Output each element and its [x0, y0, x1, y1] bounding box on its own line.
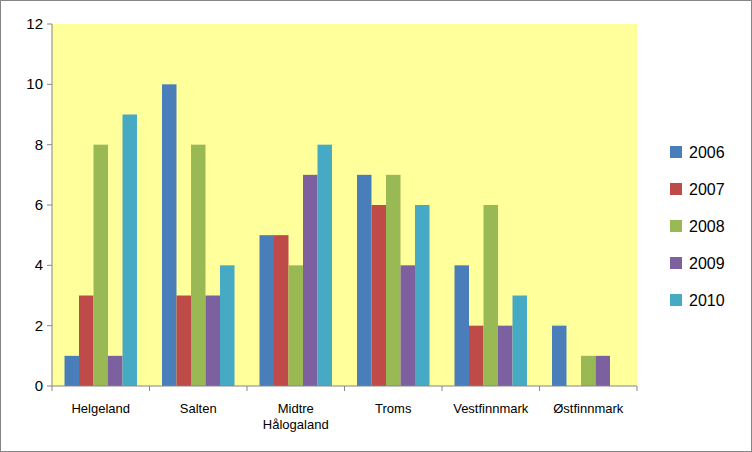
y-tick — [47, 265, 52, 266]
legend-swatch — [670, 257, 682, 269]
legend-label: 2007 — [689, 181, 725, 198]
label-line: Midtre — [278, 401, 314, 416]
bar — [123, 115, 138, 387]
bar — [220, 265, 235, 386]
bar — [372, 205, 387, 386]
x-tick-label: Troms — [375, 401, 412, 416]
bar — [94, 145, 109, 386]
bars — [65, 84, 611, 386]
legend-swatch — [670, 183, 682, 195]
bar — [191, 145, 206, 386]
bar — [79, 296, 94, 387]
x-tick — [344, 386, 345, 391]
x-tick — [149, 386, 150, 391]
legend-swatch — [670, 220, 682, 232]
y-tick-label: 4 — [35, 256, 43, 273]
bar — [386, 175, 401, 386]
x-tick — [247, 386, 248, 391]
legend-swatch — [670, 146, 682, 158]
bar — [484, 205, 499, 386]
x-tick-label: Salten — [180, 401, 217, 416]
bar — [401, 265, 416, 386]
y-tick — [47, 325, 52, 326]
bar — [162, 84, 177, 386]
bar — [108, 356, 123, 386]
chart-frame — [1, 1, 752, 452]
x-tick-label: MidtreHålogaland — [263, 401, 329, 432]
bar — [260, 235, 275, 386]
y-tick-label: 2 — [35, 317, 43, 334]
x-tick-label: Vestfinnmark — [453, 401, 529, 416]
bar — [357, 175, 372, 386]
bar — [513, 296, 528, 387]
bar — [206, 296, 221, 387]
legend-label: 2010 — [689, 292, 725, 309]
y-tick-label: 10 — [26, 75, 43, 92]
y-tick — [47, 84, 52, 85]
y-tick-label: 8 — [35, 136, 43, 153]
y-axis — [52, 24, 53, 386]
y-tick — [47, 205, 52, 206]
x-tick-label: Helgeland — [71, 401, 130, 416]
bar — [318, 145, 333, 386]
bar — [552, 326, 567, 386]
bar — [596, 356, 611, 386]
x-tick — [539, 386, 540, 391]
legend-label: 2008 — [689, 218, 725, 235]
y-tick-label: 12 — [26, 15, 43, 32]
y-tick — [47, 24, 52, 25]
bar — [498, 326, 513, 386]
y-tick — [47, 386, 52, 387]
bar — [289, 265, 304, 386]
plot-area — [52, 24, 637, 386]
x-tick — [52, 386, 53, 391]
bar — [303, 175, 318, 386]
bar — [274, 235, 289, 386]
bar — [581, 356, 596, 386]
bar — [469, 326, 484, 386]
bar — [177, 296, 192, 387]
legend-label: 2009 — [689, 255, 725, 272]
bar — [455, 265, 470, 386]
legend-label: 2006 — [689, 144, 725, 161]
y-tick — [47, 144, 52, 145]
bar — [65, 356, 80, 386]
label-line: Hålogaland — [263, 417, 329, 432]
legend-swatch — [670, 294, 682, 306]
chart: 0 2 4 6 8 10 12 Helgeland Salten MidtreHålogaland… — [0, 0, 752, 452]
x-tick — [637, 386, 638, 391]
y-tick-label: 0 — [35, 377, 43, 394]
x-tick-label: Østfinnmark — [553, 401, 624, 416]
x-tick — [442, 386, 443, 391]
bar — [415, 205, 430, 386]
y-tick-label: 6 — [35, 196, 43, 213]
